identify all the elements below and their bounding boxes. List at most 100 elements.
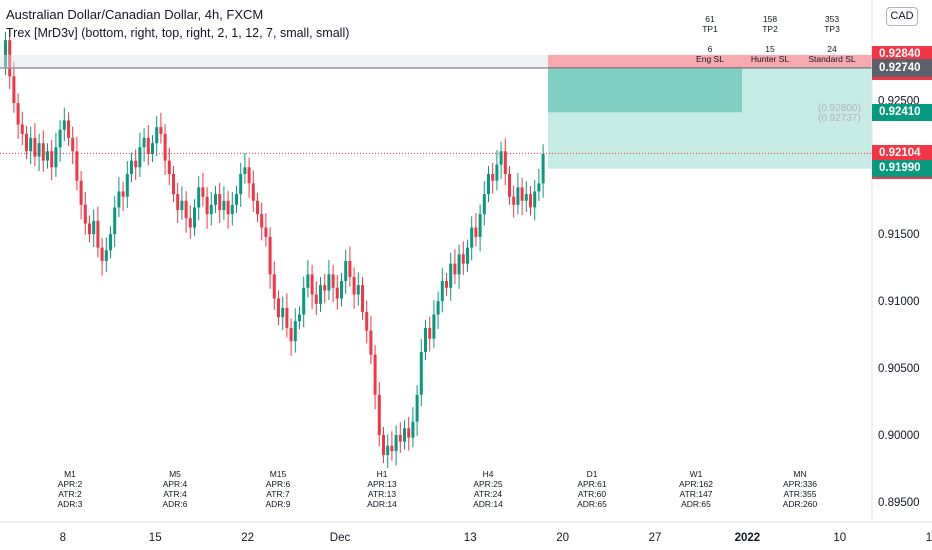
x-tick-label: 20	[556, 532, 569, 544]
candle-body	[8, 40, 12, 77]
ghost-label-bottom: (0.92737)	[818, 113, 861, 124]
candle-body	[361, 285, 364, 312]
price-tag[interactable]: 0.92740	[872, 59, 932, 77]
candle-body	[247, 167, 251, 184]
candles	[4, 28, 545, 468]
candle-body	[62, 120, 66, 130]
candle-body	[130, 160, 133, 174]
candle-body	[419, 352, 423, 395]
candle-body	[205, 196, 209, 215]
candle-body	[386, 445, 390, 456]
candle-body	[121, 191, 125, 197]
atr-apr: APR:25	[473, 479, 503, 489]
atr-atr: ATR:2	[58, 489, 82, 499]
tp-sl-cell: 24 Standard SL	[797, 44, 867, 64]
candle-body	[516, 187, 520, 205]
candle-body	[340, 281, 343, 299]
candle-body	[356, 285, 360, 295]
candle-body	[470, 227, 474, 248]
cell-label: Eng SL	[696, 54, 724, 64]
candle-body	[67, 120, 70, 138]
cell-label: TP2	[762, 24, 778, 34]
price-tag[interactable]: 0.92104	[872, 144, 932, 162]
price-tag[interactable]: 0.92410	[872, 103, 932, 121]
cell-value: 24	[827, 44, 837, 54]
candle-body	[466, 247, 469, 264]
atr-tf: W1	[689, 469, 703, 479]
candle-body	[323, 285, 327, 291]
candle-body	[54, 147, 58, 168]
candle-body	[83, 204, 87, 224]
tp-sl-cell: 6 Eng SL	[675, 44, 745, 64]
candle-body	[268, 236, 272, 275]
candle-body	[314, 294, 318, 304]
atr-apr: APR:162	[678, 479, 714, 489]
x-tick-label: 22	[241, 532, 254, 544]
currency-badge[interactable]: CAD	[886, 7, 918, 26]
candle-body	[209, 204, 213, 215]
candle-body	[134, 160, 138, 168]
candle-body	[478, 214, 482, 237]
atr-apr: APR:2	[57, 479, 83, 489]
candle-body	[159, 127, 163, 134]
atr-tf: H1	[376, 469, 388, 479]
candle-body	[50, 151, 54, 168]
atr-cell: MN APR:336 ATR:355 ADR:260	[770, 469, 830, 509]
x-tick-label: 27	[649, 532, 662, 544]
price-tag[interactable]: 0.91990	[872, 160, 932, 178]
cell-label: Standard SL	[808, 54, 856, 64]
candle-body	[163, 133, 167, 161]
candle-body	[281, 307, 285, 318]
cell-value: 61	[705, 14, 715, 24]
price-tag[interactable]: 0.92840	[872, 46, 932, 64]
candle-body	[352, 277, 356, 295]
cell-label: Hunter SL	[750, 54, 790, 64]
candle-body	[495, 164, 499, 181]
atr-apr: APR:6	[265, 479, 291, 489]
candle-body	[230, 204, 234, 215]
candle-body	[218, 194, 222, 211]
candle-body	[155, 127, 159, 144]
candle-body	[394, 435, 398, 452]
candle-body	[12, 76, 16, 104]
candle-body	[142, 137, 146, 148]
candle-body	[499, 151, 503, 165]
x-tick-label: Dec	[330, 532, 351, 544]
tp-zone-near	[548, 67, 742, 113]
x-tick-label: 8	[60, 532, 66, 544]
candle-body	[369, 330, 373, 355]
candle-body	[197, 187, 201, 208]
candle-body	[491, 174, 495, 181]
candle-body	[403, 428, 406, 442]
atr-atr: ATR:60	[577, 489, 607, 499]
atr-cell: H1 APR:13 ATR:13 ADR:14	[352, 469, 412, 509]
candle-body	[453, 263, 457, 275]
atr-adr: ADR:6	[162, 499, 188, 509]
atr-adr: ADR:14	[473, 499, 503, 509]
x-tick-label: 13	[464, 532, 477, 544]
candle-body	[222, 200, 226, 211]
candle-body	[256, 200, 259, 215]
time-axis[interactable]: 8 15 22 Dec 13 20 27 2022 10 17	[0, 521, 932, 544]
candle-body	[188, 218, 192, 228]
atr-atr: ATR:355	[783, 489, 817, 499]
atr-adr: ADR:14	[367, 499, 397, 509]
cell-value: 15	[765, 44, 775, 54]
candle-body	[319, 285, 322, 304]
x-tick-label: 17	[926, 532, 932, 544]
cell-label: TP3	[824, 24, 840, 34]
candle-body	[445, 281, 448, 288]
candle-body	[365, 311, 369, 331]
atr-apr: APR:61	[577, 479, 607, 489]
indicator-label[interactable]: Trex [MrD3v] (bottom, right, top, right,…	[6, 26, 350, 40]
tp-sl-cell: 158 TP2	[735, 14, 805, 34]
candle-body	[138, 147, 142, 168]
candle-body	[272, 274, 276, 299]
candle-body	[440, 281, 444, 302]
tp-sl-cell: 61 TP1	[675, 14, 745, 34]
candle-body	[524, 194, 528, 201]
candle-body	[172, 174, 175, 195]
tp-sl-cell: 353 TP3	[797, 14, 867, 34]
candle-body	[512, 196, 516, 205]
